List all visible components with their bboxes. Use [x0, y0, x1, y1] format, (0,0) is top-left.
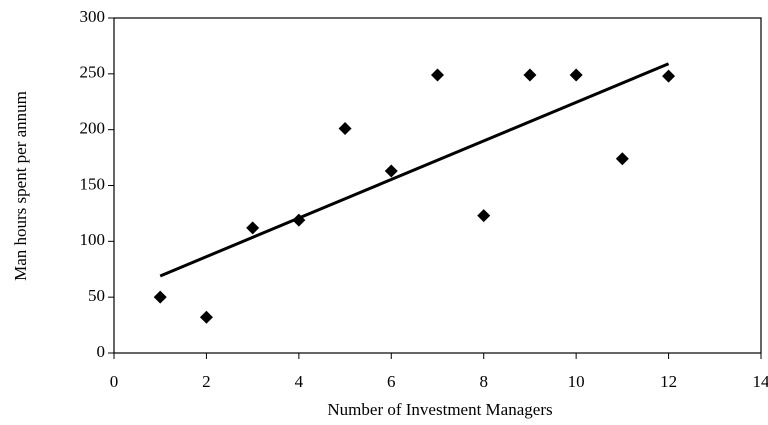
- y-axis-label: Man hours spent per annum: [11, 91, 30, 281]
- plot-frame: [113, 17, 762, 354]
- data-point: [246, 221, 260, 235]
- x-tick-label: 12: [660, 372, 677, 391]
- data-point: [292, 213, 306, 227]
- x-tick-label: 10: [568, 372, 585, 391]
- y-tick-label: 150: [80, 174, 106, 193]
- data-point: [384, 164, 398, 178]
- y-tick-label: 200: [80, 119, 106, 138]
- data-point: [523, 68, 537, 82]
- x-tick-label: 14: [753, 372, 768, 391]
- data-point: [569, 68, 583, 82]
- trend-line: [159, 62, 670, 278]
- x-tick-label: 2: [202, 372, 211, 391]
- data-point: [615, 152, 629, 166]
- data-point: [153, 290, 167, 304]
- y-tick-label: 50: [88, 286, 105, 305]
- data-point: [431, 68, 444, 82]
- x-tick-label: 4: [295, 372, 304, 391]
- y-tick-label: 300: [80, 7, 106, 26]
- x-tick-label: 8: [479, 372, 488, 391]
- y-tick-label: 250: [80, 63, 106, 82]
- x-axis-label: Number of Investment Managers: [327, 400, 552, 419]
- data-point: [199, 310, 213, 324]
- data-point: [338, 122, 352, 136]
- data-point: [477, 209, 491, 223]
- x-tick-label: 0: [110, 372, 119, 391]
- x-tick-label: 6: [387, 372, 396, 391]
- y-tick-label: 100: [80, 230, 106, 249]
- data-point: [662, 69, 676, 83]
- y-tick-label: 0: [97, 342, 106, 361]
